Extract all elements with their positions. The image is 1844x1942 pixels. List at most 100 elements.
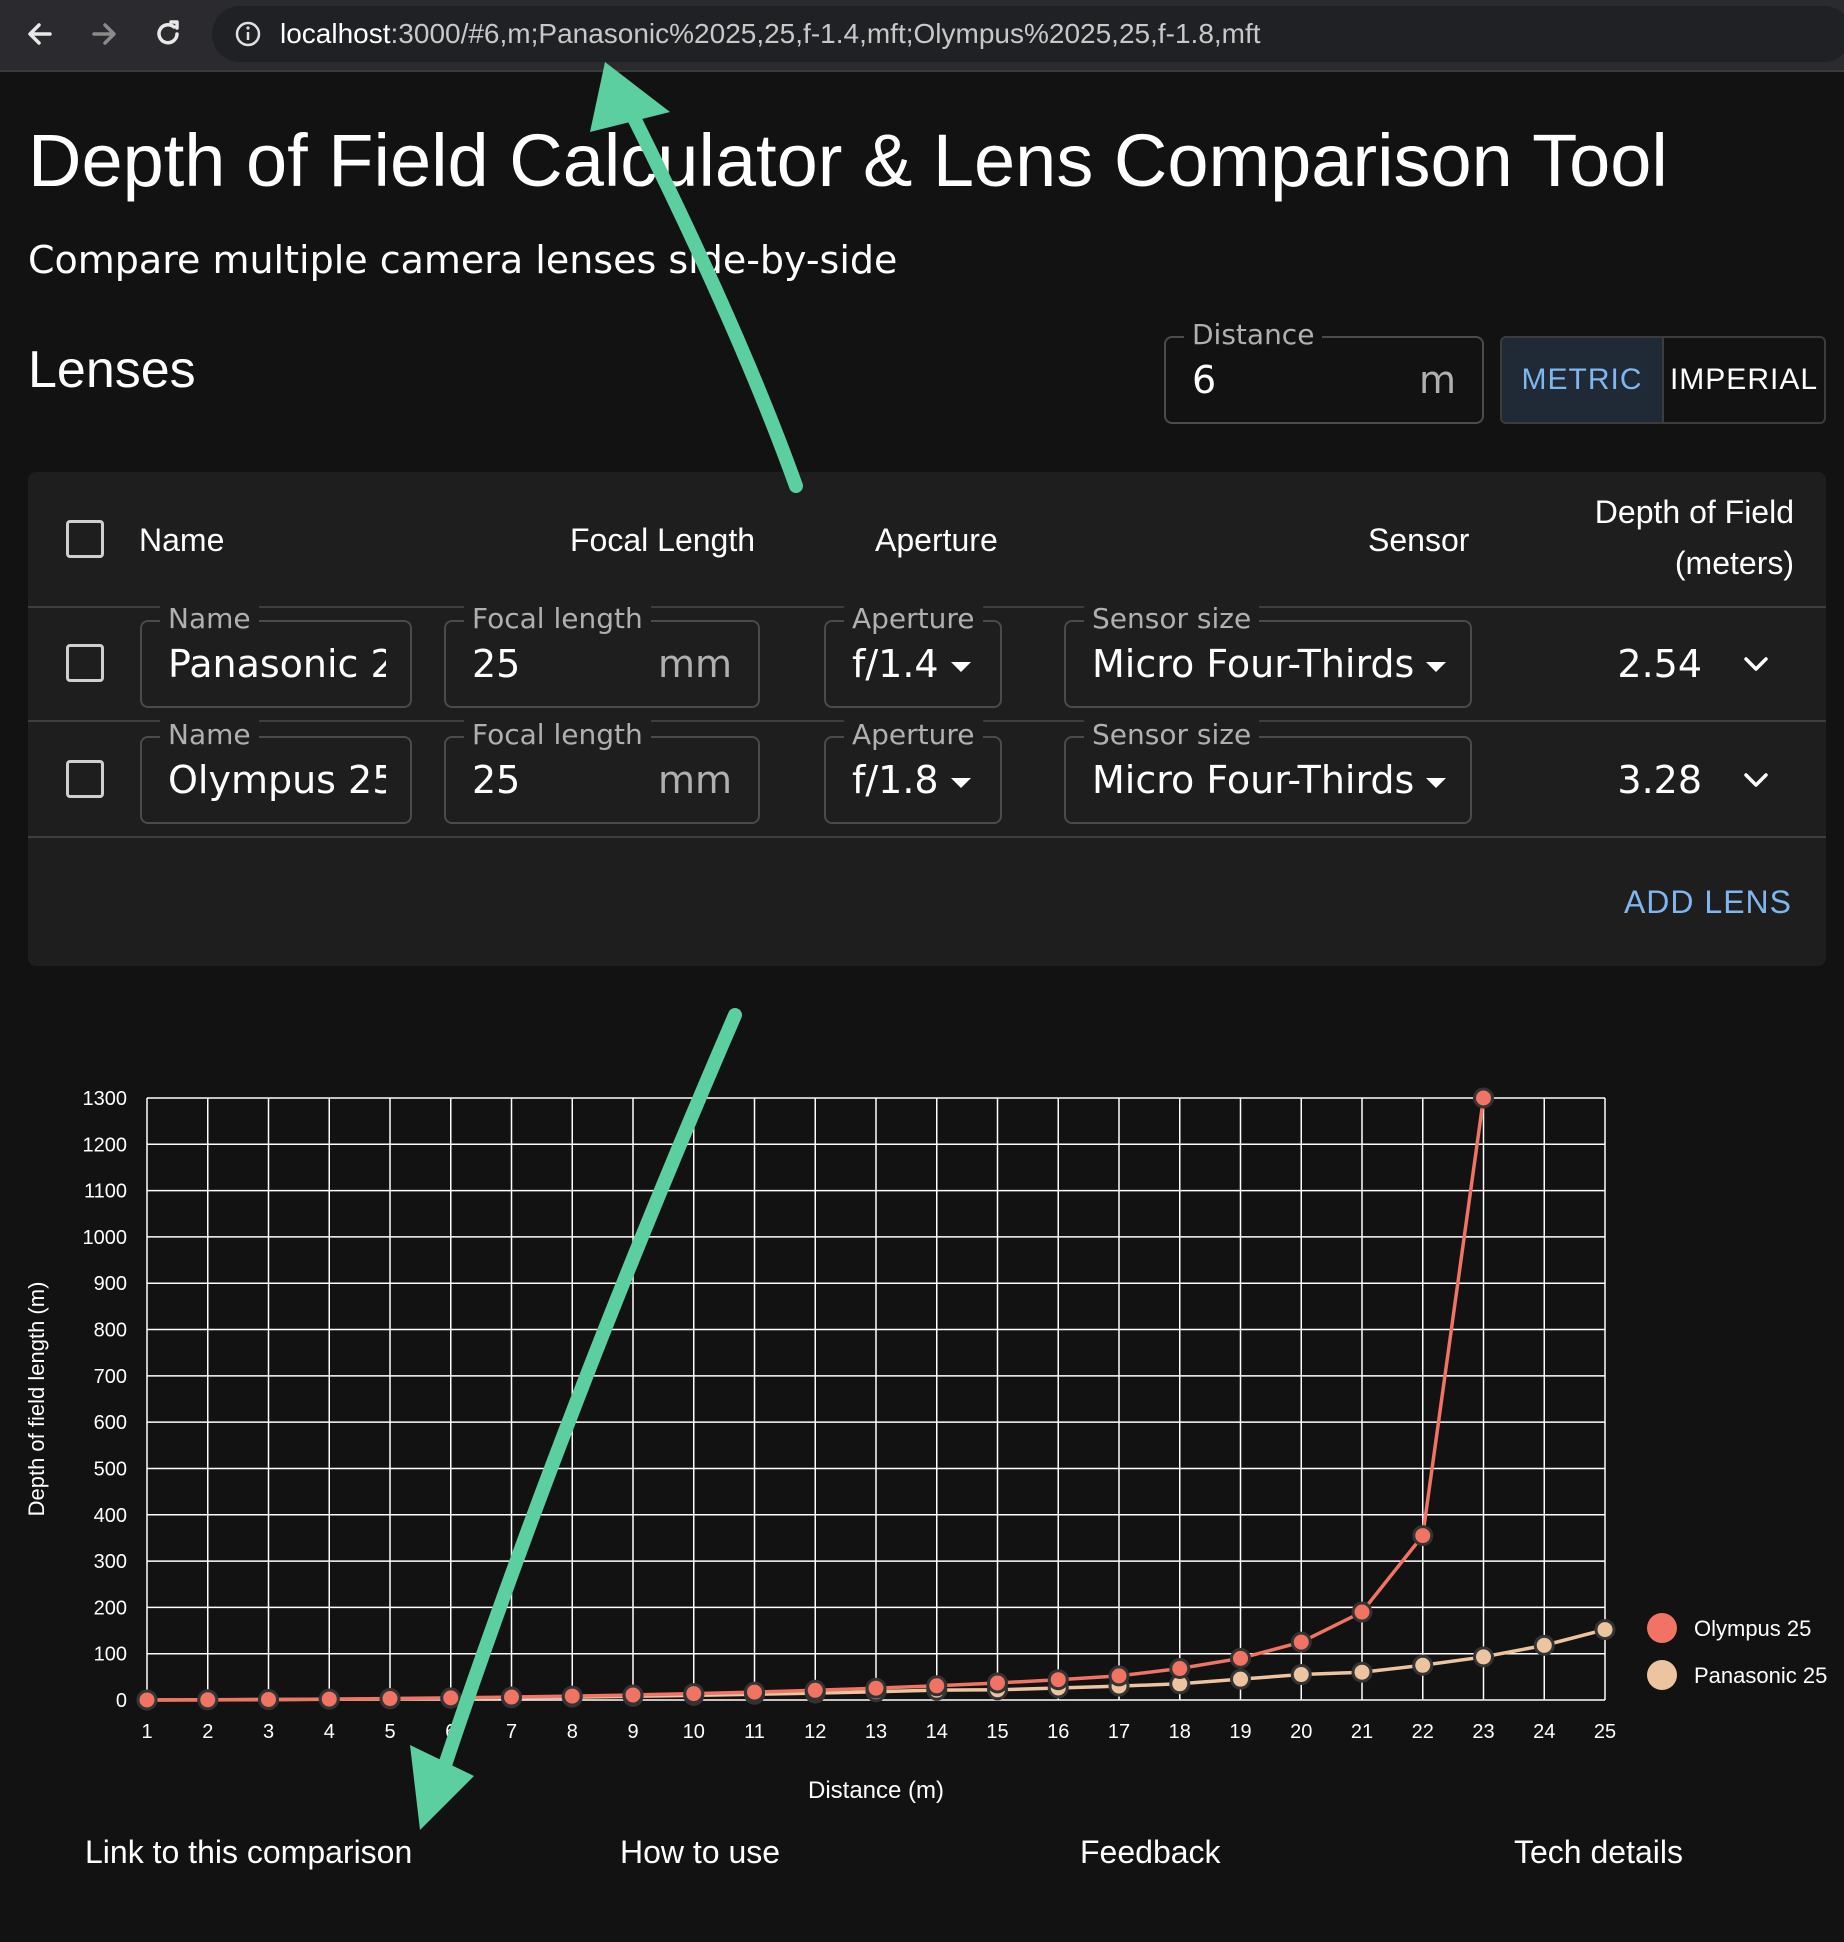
lens-name-field[interactable]: Name Panasonic 25 xyxy=(140,602,412,708)
x-tick-label: 25 xyxy=(1594,1721,1616,1743)
legend-swatch xyxy=(1647,1613,1677,1643)
dof-chart: 0 100 200 300 400 500 600 700 800 900 1000 1100 1200… xyxy=(24,1087,1827,1804)
data-point xyxy=(1351,1601,1373,1623)
distance-field[interactable]: Distance 6 m xyxy=(1164,318,1484,424)
aperture-value: f/1.4 xyxy=(852,642,939,686)
data-point xyxy=(987,1672,1008,1694)
data-point xyxy=(501,1686,522,1708)
url-host: localhost xyxy=(280,18,391,49)
x-tick-label: 3 xyxy=(263,1721,274,1743)
lens-name-input[interactable]: Olympus 25 xyxy=(168,758,386,802)
focal-length-unit: mm xyxy=(657,642,732,686)
aperture-value: f/1.8 xyxy=(852,758,939,802)
metric-button[interactable]: METRIC xyxy=(1502,338,1664,422)
feedback-link[interactable]: Feedback xyxy=(1080,1834,1221,1870)
data-point xyxy=(561,1685,583,1707)
data-point xyxy=(1473,1646,1494,1668)
lens-name-field[interactable]: Name Olympus 25 xyxy=(140,718,412,824)
x-tick-label: 9 xyxy=(627,1721,638,1743)
unit-toggle-group: METRIC IMPERIAL xyxy=(1500,336,1826,424)
x-tick-label: 18 xyxy=(1169,1721,1191,1743)
address-bar[interactable]: localhost:3000/#6,m;Panasonic%2025,25,f-… xyxy=(212,6,1844,62)
page-subtitle: Compare multiple camera lenses side-by-s… xyxy=(28,238,898,282)
y-tick-label: 800 xyxy=(94,1320,127,1342)
x-tick-label: 10 xyxy=(683,1721,705,1743)
info-icon[interactable] xyxy=(234,20,262,48)
data-point xyxy=(1230,1668,1251,1690)
arrow-left-icon xyxy=(28,23,52,45)
x-tick-label: 17 xyxy=(1108,1721,1130,1743)
select-all-checkbox[interactable] xyxy=(66,520,104,558)
x-tick-label: 24 xyxy=(1533,1721,1555,1743)
y-axis-label: Depth of field length (m) xyxy=(24,1282,49,1517)
x-tick-label: 23 xyxy=(1472,1721,1494,1743)
y-tick-label: 900 xyxy=(94,1273,127,1295)
aperture-select[interactable]: Aperture f/1.4 xyxy=(824,602,1002,708)
legend-label: Panasonic 25 xyxy=(1694,1663,1827,1688)
link-to-comparison[interactable]: Link to this comparison xyxy=(85,1834,413,1870)
data-point xyxy=(622,1684,644,1706)
sensor-size-select[interactable]: Sensor size Micro Four-Thirds xyxy=(1064,602,1472,708)
data-point xyxy=(1533,1634,1555,1656)
url-path: :3000/#6,m;Panasonic%2025,25,f-1.4,mft;O… xyxy=(390,18,1261,49)
aperture-select[interactable]: Aperture f/1.8 xyxy=(824,718,1002,824)
data-point xyxy=(1594,1619,1616,1641)
data-point xyxy=(440,1687,462,1709)
lens-name-input[interactable]: Panasonic 25 xyxy=(168,642,386,686)
x-tick-label: 22 xyxy=(1412,1721,1434,1743)
y-tick-label: 700 xyxy=(94,1366,127,1388)
browser-toolbar: localhost:3000/#6,m;Panasonic%2025,25,f-… xyxy=(0,0,1844,72)
row-checkbox[interactable] xyxy=(66,760,104,798)
data-point xyxy=(197,1689,219,1711)
data-point xyxy=(136,1689,158,1711)
data-point xyxy=(1412,1654,1434,1676)
back-button[interactable] xyxy=(20,14,60,54)
chevron-down-icon[interactable] xyxy=(1738,646,1774,682)
focal-length-field[interactable]: Focal length 25 mm xyxy=(444,602,760,708)
aperture-label: Aperture xyxy=(844,718,983,751)
forward-button[interactable] xyxy=(84,14,124,54)
y-tick-label: 500 xyxy=(94,1458,127,1480)
add-lens-button[interactable]: ADD LENS xyxy=(1623,884,1792,920)
x-tick-label: 21 xyxy=(1351,1721,1373,1743)
x-tick-label: 8 xyxy=(567,1721,578,1743)
how-to-use-link[interactable]: How to use xyxy=(620,1834,781,1870)
sensor-size-value: Micro Four-Thirds xyxy=(1092,642,1415,686)
focal-length-unit: mm xyxy=(657,758,732,802)
x-tick-label: 14 xyxy=(926,1721,948,1743)
data-point xyxy=(1169,1658,1191,1680)
aperture-label: Aperture xyxy=(844,602,983,635)
y-tick-label: 1100 xyxy=(84,1181,127,1203)
tech-details-link[interactable]: Tech details xyxy=(1514,1834,1683,1870)
x-tick-label: 19 xyxy=(1229,1721,1251,1743)
data-point xyxy=(1473,1087,1494,1109)
data-point xyxy=(1230,1647,1251,1669)
header-sensor: Sensor xyxy=(1368,522,1470,558)
x-tick-label: 16 xyxy=(1047,1721,1069,1743)
name-label: Name xyxy=(160,718,259,751)
focal-length-field[interactable]: Focal length 25 mm xyxy=(444,718,760,824)
data-point xyxy=(318,1688,340,1710)
page-title: Depth of Field Calculator & Lens Compari… xyxy=(28,119,1668,202)
sensor-size-select[interactable]: Sensor size Micro Four-Thirds xyxy=(1064,718,1472,824)
y-tick-label: 1000 xyxy=(83,1227,128,1249)
arrow-right-icon xyxy=(92,23,116,45)
lenses-heading: Lenses xyxy=(28,341,196,399)
row-checkbox[interactable] xyxy=(66,644,104,682)
focal-length-input[interactable]: 25 xyxy=(472,758,521,802)
distance-input[interactable]: 6 xyxy=(1192,358,1217,402)
dropdown-caret-icon xyxy=(1426,661,1447,672)
divider xyxy=(28,836,1826,838)
dof-value: 2.54 xyxy=(1617,642,1702,686)
data-point xyxy=(1108,1665,1130,1687)
x-tick-label: 1 xyxy=(141,1721,152,1743)
reload-button[interactable] xyxy=(148,14,188,54)
header-aperture: Aperture xyxy=(875,522,998,558)
focal-length-input[interactable]: 25 xyxy=(472,642,521,686)
url-text[interactable]: localhost:3000/#6,m;Panasonic%2025,25,f-… xyxy=(280,18,1261,50)
reload-icon xyxy=(157,20,179,45)
chevron-down-icon[interactable] xyxy=(1738,762,1774,798)
imperial-button[interactable]: IMPERIAL xyxy=(1669,363,1819,396)
data-point xyxy=(683,1683,705,1705)
x-tick-label: 20 xyxy=(1290,1721,1312,1743)
